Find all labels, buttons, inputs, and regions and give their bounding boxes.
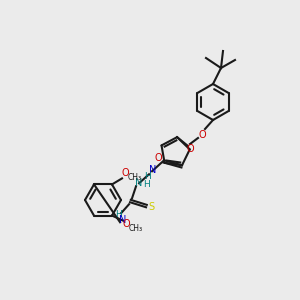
Text: CH₃: CH₃	[128, 173, 142, 182]
Text: S: S	[148, 202, 154, 212]
Text: N: N	[135, 178, 143, 188]
Text: O: O	[154, 153, 162, 163]
Text: O: O	[122, 219, 130, 229]
Text: O: O	[187, 144, 195, 154]
Text: N: N	[119, 215, 127, 225]
Text: N: N	[149, 165, 157, 175]
Text: CH₃: CH₃	[129, 224, 143, 233]
Text: O: O	[121, 168, 129, 178]
Text: H: H	[144, 172, 150, 181]
Text: O: O	[198, 130, 206, 140]
Text: H: H	[143, 180, 149, 189]
Text: H: H	[115, 210, 122, 219]
